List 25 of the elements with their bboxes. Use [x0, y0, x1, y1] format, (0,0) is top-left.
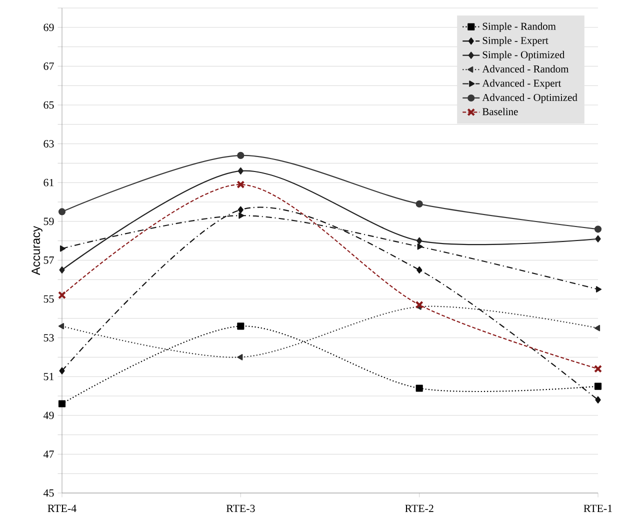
y-tick-label: 45	[43, 489, 54, 497]
y-tick-label: 65	[44, 101, 54, 109]
y-axis-title: Accuracy	[32, 226, 42, 276]
legend-label: Advanced - Optimized	[482, 94, 578, 104]
legend-label: Advanced - Random	[482, 65, 569, 73]
y-tick-label: 63	[44, 140, 54, 148]
y-tick-label: 51	[44, 372, 54, 380]
y-tick-label: 53	[44, 334, 54, 342]
y-tick-label: 67	[44, 62, 54, 70]
x-tick-label: RTE-1	[584, 504, 612, 512]
legend-label: Simple - Expert	[482, 36, 548, 46]
y-tick-label: 55	[44, 295, 54, 303]
x-tick-label: RTE-4	[48, 504, 76, 512]
x-tick-label: RTE-3	[226, 504, 255, 512]
y-tick-label: 61	[44, 178, 54, 186]
legend-label: Advanced - Expert	[482, 79, 562, 89]
y-tick-label: 49	[43, 412, 54, 420]
legend-label: Baseline	[482, 108, 518, 116]
legend-label: Simple - Random	[482, 22, 556, 32]
x-tick-label: RTE-2	[405, 504, 434, 512]
y-tick-label: 69	[44, 24, 54, 32]
y-tick-label: 57	[44, 256, 54, 264]
y-tick-label: 47	[43, 450, 54, 458]
legend-label: Simple - Optimized	[482, 50, 565, 60]
y-tick-label: 59	[44, 218, 54, 226]
